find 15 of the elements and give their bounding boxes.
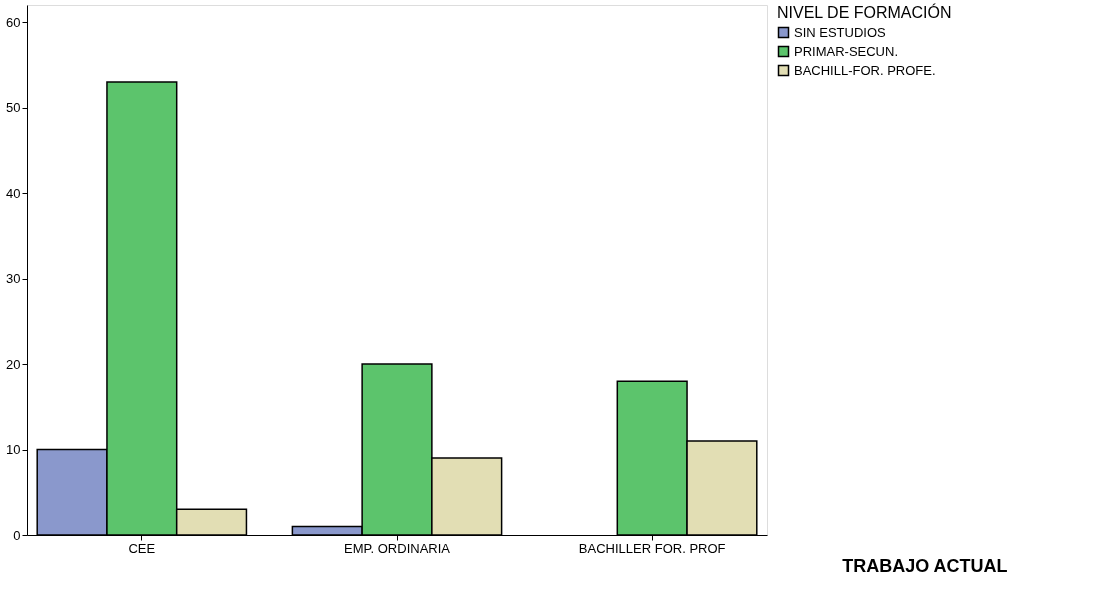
legend-label: BACHILL-FOR. PROFE. (794, 62, 936, 78)
y-tick-label: 10 (6, 442, 21, 458)
y-tick-label: 30 (6, 271, 21, 287)
y-tick-label: 20 (6, 356, 21, 372)
x-tick-label: CEE (128, 540, 156, 556)
legend-label: PRIMAR-SECUN. (794, 43, 899, 59)
x-tick-label: EMP. ORDINARIA (344, 540, 451, 556)
x-tick-label: BACHILLER FOR. PROF (578, 540, 726, 556)
y-tick-label: 50 (6, 100, 21, 116)
y-tick-label: 0 (13, 527, 21, 543)
legend-title: NIVEL DE FORMACIÓN (777, 3, 952, 21)
y-tick-label: 60 (6, 14, 21, 30)
x-axis-title: TRABAJO ACTUAL (842, 555, 1008, 576)
y-tick-label: 40 (6, 185, 21, 201)
legend-label: SIN ESTUDIOS (794, 24, 887, 40)
